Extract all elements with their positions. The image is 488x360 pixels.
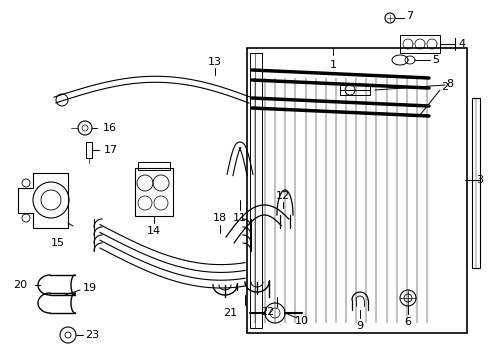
Text: 9: 9 [356, 321, 363, 331]
Bar [86, 142, 92, 158]
Text: 1: 1 [329, 60, 336, 70]
Text: 19: 19 [83, 283, 97, 293]
Bar [135, 168, 173, 216]
Text: 22: 22 [259, 307, 274, 317]
Bar [249, 53, 262, 328]
Text: 23: 23 [85, 330, 99, 340]
Text: 6: 6 [404, 317, 411, 327]
Bar [339, 85, 369, 95]
Text: 14: 14 [146, 226, 161, 236]
Text: 12: 12 [275, 191, 289, 201]
Bar [471, 98, 479, 268]
Text: 16: 16 [103, 123, 117, 133]
Bar [246, 48, 466, 333]
Text: 3: 3 [475, 175, 483, 185]
Text: 21: 21 [223, 308, 237, 318]
Bar [399, 35, 439, 53]
Text: 13: 13 [207, 57, 222, 67]
Text: 8: 8 [446, 79, 453, 89]
Text: 11: 11 [232, 213, 246, 223]
Text: 17: 17 [104, 145, 118, 155]
Text: 15: 15 [51, 238, 65, 248]
Bar [138, 162, 170, 170]
Text: 10: 10 [294, 316, 308, 326]
Text: 20: 20 [13, 280, 27, 290]
Text: 18: 18 [212, 213, 226, 223]
Text: 7: 7 [406, 11, 413, 21]
Text: 2: 2 [441, 82, 447, 92]
Text: 4: 4 [458, 39, 465, 49]
Text: 5: 5 [431, 55, 439, 65]
